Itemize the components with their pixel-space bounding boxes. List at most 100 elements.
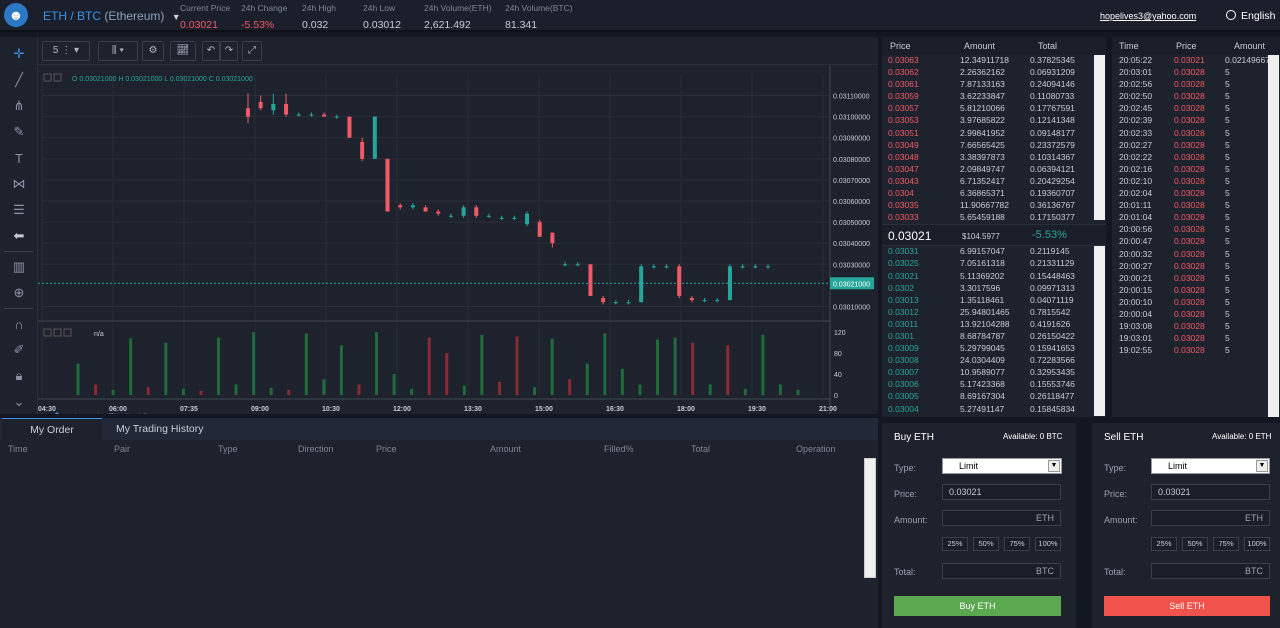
sell-pct-25[interactable]: 25% xyxy=(1151,537,1177,551)
candlestick-chart[interactable]: 0.03110000 0.03100000 0.03090000 0.03080000… xyxy=(38,65,878,422)
col-amount: Amount xyxy=(490,444,522,454)
volume-bar xyxy=(94,384,98,395)
bid-row[interactable]: 0.03007 10.9589077 0.32953435 xyxy=(882,367,1106,379)
col-price: Price xyxy=(1176,41,1197,51)
bid-row[interactable]: 0.03009 5.29799045 0.15941653 xyxy=(882,343,1106,355)
buy-pct-100[interactable]: 100% xyxy=(1035,537,1061,551)
ask-row[interactable]: 0.03063 12.34911718 0.37825345 xyxy=(882,55,1106,67)
chevron-down-icon[interactable]: ⌄ xyxy=(13,394,25,409)
bid-row[interactable]: 0.03004 5.27491147 0.15845834 xyxy=(882,404,1106,416)
text-icon[interactable]: T xyxy=(15,150,23,166)
undo-icon[interactable]: ↶ xyxy=(202,41,220,61)
ask-row[interactable]: 0.03051 2.99841952 0.09148177 xyxy=(882,128,1106,140)
user-email-link[interactable]: hopelives3@yahoo.com xyxy=(1100,11,1197,21)
buy-pct-50[interactable]: 50% xyxy=(973,537,999,551)
brush-icon[interactable]: ✎ xyxy=(13,124,25,139)
bid-row[interactable]: 0.03005 8.69167304 0.26118477 xyxy=(882,391,1106,403)
indicators-icon[interactable]: ▥ xyxy=(12,259,26,274)
trade-price: 0.03028 xyxy=(1174,296,1205,307)
ask-amount: 2.09849747 xyxy=(960,163,1005,174)
bid-row[interactable]: 0.03013 1.35118461 0.04071119 xyxy=(882,295,1106,307)
fullscreen-icon[interactable]: ⤢ xyxy=(242,41,262,61)
ask-row[interactable]: 0.03035 11.90667782 0.36136767 xyxy=(882,200,1106,212)
tab-trading-history[interactable]: My Trading History xyxy=(116,423,204,435)
bids-scrollbar[interactable] xyxy=(1094,246,1105,416)
magnet-icon[interactable]: ∩ xyxy=(14,316,24,332)
measure-icon[interactable]: ☰ xyxy=(13,202,25,217)
col-amount: Amount xyxy=(964,41,996,51)
stat-label: 24h Volume(ETH) xyxy=(424,3,492,13)
trade-time: 19:03:01 xyxy=(1119,333,1153,344)
trades-scrollbar[interactable] xyxy=(1268,55,1279,417)
bid-row[interactable]: 0.0302 3.3017596 0.09971313 xyxy=(882,283,1106,295)
ask-row[interactable]: 0.03053 3.97685822 0.12141348 xyxy=(882,115,1106,127)
sell-amount-input[interactable]: ETH xyxy=(1151,510,1270,526)
buy-total-input[interactable]: BTC xyxy=(942,563,1061,579)
ask-row[interactable]: 0.03043 6.71352417 0.20429254 xyxy=(882,176,1106,188)
bid-row[interactable]: 0.03008 24.0304409 0.72283566 xyxy=(882,355,1106,367)
lock-drawing-icon[interactable]: ✐ xyxy=(13,342,25,357)
buy-total-unit: BTC xyxy=(1036,566,1054,576)
bid-price: 0.03007 xyxy=(888,367,919,378)
sell-pct-100[interactable]: 100% xyxy=(1244,537,1270,551)
volume-bar xyxy=(708,384,712,395)
buy-price-input[interactable]: 0.03021 xyxy=(942,484,1061,500)
candle-style-selector[interactable]: ⫼ ▾ xyxy=(98,41,138,61)
redo-icon[interactable]: ↷ xyxy=(220,41,238,61)
buy-amount-input[interactable]: ETH xyxy=(942,510,1061,526)
ask-row[interactable]: 0.03057 5.81210066 0.17767591 xyxy=(882,103,1106,115)
candle-body xyxy=(499,217,504,219)
sell-pct-75[interactable]: 75% xyxy=(1213,537,1239,551)
buy-type-select[interactable]: Limit ▼ xyxy=(942,458,1062,474)
ask-row[interactable]: 0.03062 2.26362162 0.06931209 xyxy=(882,67,1106,79)
sell-pct-50[interactable]: 50% xyxy=(1182,537,1208,551)
ask-row[interactable]: 0.03047 2.09849747 0.06394121 xyxy=(882,164,1106,176)
trade-price: 0.03028 xyxy=(1174,151,1205,162)
pair-selector[interactable]: ETH / BTC (Ethereum) ▼ xyxy=(43,9,181,23)
interval-selector[interactable]: 5 ⋮ ▾ xyxy=(42,41,90,61)
bid-row[interactable]: 0.0301 8.68784787 0.26150422 xyxy=(882,331,1106,343)
ask-row[interactable]: 0.03049 7.66565425 0.23372579 xyxy=(882,140,1106,152)
ask-row[interactable]: 0.0304 6.36865371 0.19360707 xyxy=(882,188,1106,200)
sell-button[interactable]: Sell ETH xyxy=(1104,596,1270,616)
chart-plot[interactable]: 0.03110000 0.03100000 0.03090000 0.03080000… xyxy=(38,65,874,422)
zoom-icon[interactable]: ⊕ xyxy=(13,285,25,300)
language-selector[interactable]: English xyxy=(1226,10,1275,22)
buy-pct-25[interactable]: 25% xyxy=(942,537,968,551)
ask-row[interactable]: 0.03061 7.87133163 0.24094146 xyxy=(882,79,1106,91)
trades-list: 20:05:22 0.03021 0.02149667 20:03:01 0.03028… xyxy=(1112,55,1280,357)
logo-icon[interactable]: ☻ xyxy=(4,3,28,27)
buy-pct-75[interactable]: 75% xyxy=(1004,537,1030,551)
bid-row[interactable]: 0.03031 6.99157047 0.2119145 xyxy=(882,246,1106,258)
price-tick-label: 0.03070000 xyxy=(833,178,870,185)
trend-line-icon[interactable]: ╱ xyxy=(15,72,23,87)
volume-bar xyxy=(778,384,782,395)
pattern-icon[interactable]: ⋈ xyxy=(12,176,26,191)
bid-row[interactable]: 0.03006 5.17423368 0.15553746 xyxy=(882,379,1106,391)
bid-row[interactable]: 0.03012 25.94801465 0.7815542 xyxy=(882,307,1106,319)
ask-row[interactable]: 0.03033 5.65459188 0.17150377 xyxy=(882,212,1106,224)
settings-gear-icon[interactable]: ⚙ xyxy=(142,41,164,61)
buy-button[interactable]: Buy ETH xyxy=(894,596,1061,616)
bid-row[interactable]: 0.03021 5.11369202 0.15448463 xyxy=(882,271,1106,283)
bid-amount: 5.27491147 xyxy=(960,403,1005,414)
bid-row[interactable]: 0.03011 13.92104288 0.4191626 xyxy=(882,319,1106,331)
asks-scrollbar[interactable] xyxy=(1094,55,1105,220)
crosshair-icon[interactable]: ✛ xyxy=(13,46,25,61)
lock-icon[interactable]: 🔒︎ xyxy=(15,368,23,383)
bid-row[interactable]: 0.03025 7.05161318 0.21331129 xyxy=(882,258,1106,270)
volume-bar xyxy=(339,345,343,395)
sell-total-input[interactable]: BTC xyxy=(1151,563,1270,579)
sell-price-input[interactable]: 0.03021 xyxy=(1151,484,1270,500)
sell-type-select[interactable]: Limit ▼ xyxy=(1151,458,1270,474)
ask-row[interactable]: 0.03059 3.62233847 0.11080733 xyxy=(882,91,1106,103)
volume-bar xyxy=(726,345,730,395)
volume-tick-label: 80 xyxy=(834,351,842,358)
caret-down-icon[interactable]: ▼ xyxy=(171,12,181,22)
pitchfork-icon[interactable]: ⋔ xyxy=(13,98,25,113)
back-arrow-icon[interactable]: ⬅ xyxy=(13,228,25,243)
ask-row[interactable]: 0.03048 3.38397873 0.10314367 xyxy=(882,152,1106,164)
indicator-chart-icon[interactable]: 📈︎ xyxy=(170,41,196,61)
tab-my-order[interactable]: My Order xyxy=(2,418,102,440)
orders-scrollbar[interactable] xyxy=(864,458,876,578)
